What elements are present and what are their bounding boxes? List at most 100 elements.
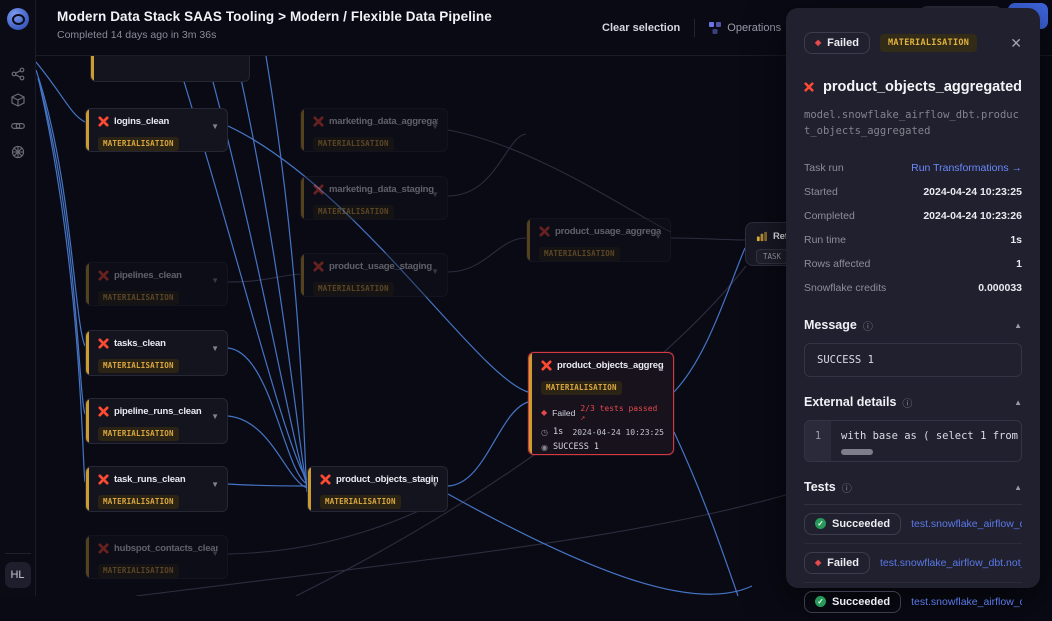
node-status-label: Failed [552,408,576,418]
pipelines-graph-icon[interactable] [10,66,26,82]
dbt-icon [98,338,109,349]
meta-value: 0.000033 [978,281,1022,294]
chevron-down-icon[interactable]: ▼ [211,344,219,353]
info-icon[interactable]: ⓘ [902,398,913,410]
test-link[interactable]: test.snowflake_airflow_dbt.not_null_pr [911,595,1022,608]
tests-passed-link[interactable]: 2/3 tests passed ↗ [580,404,658,422]
task-run-link[interactable]: Run Transformations → [911,161,1022,174]
meta-value: 1 [1016,257,1022,270]
test-status-badge: ✓ Succeeded [804,512,902,535]
horizontal-scrollbar[interactable] [841,448,873,455]
info-icon[interactable]: ⓘ [841,483,852,495]
tests-heading: Tests [804,480,836,495]
chevron-down-icon[interactable]: ▼ [211,549,219,558]
node-badge-row: MATERIALISATION [301,274,447,296]
node-accent-bar [91,56,94,81]
meta-label: Snowflake credits [804,281,887,294]
dag-node-marketing_data_staging[interactable]: marketing_data_staging ▼ MATERIALISATION [300,176,448,220]
chevron-down-icon[interactable]: ▼ [211,276,219,285]
materialisation-badge: MATERIALISATION [541,380,622,395]
clear-selection-button[interactable]: Clear selection [602,22,681,34]
meta-row: Snowflake credits 0.000033 [804,276,1022,300]
node-timestamp: 2024-04-24 10:23:25 [572,427,664,437]
chevron-down-icon[interactable]: ▼ [431,480,439,489]
dag-node-product_usage_aggregated[interactable]: product_usage_aggregated▼ MATERIALISATION [526,218,671,262]
dbt-icon [313,261,324,272]
materialisation-badge: MATERIALISATION [98,290,179,305]
cube-icon[interactable] [10,92,26,108]
collapse-icon[interactable]: ▲ [1014,397,1022,407]
chevron-down-icon[interactable]: ▼ [431,267,439,276]
dbt-icon [320,474,331,485]
dag-node-pipelines_clean[interactable]: pipelines_clean ▼ MATERIALISATION [85,262,228,306]
dag-node-tasks_clean[interactable]: tasks_clean ▼ MATERIALISATION [85,330,228,376]
page-header: Modern Data Stack SAAS Tooling > Modern … [36,0,1052,56]
node-message-row: ◉ SUCCESS 1 [529,439,673,454]
chevron-up-icon[interactable]: ▲ [657,364,665,373]
collapse-icon[interactable]: ▲ [1014,320,1022,330]
meta-value: 2024-04-24 10:23:26 [923,209,1022,222]
app-logo[interactable] [6,8,29,30]
close-icon[interactable]: ✕ [1010,34,1022,51]
chevron-down-icon[interactable]: ▼ [211,412,219,421]
dag-node-product_usage_staging[interactable]: product_usage_staging ▼ MATERIALISATION [300,253,448,297]
dbt-icon [539,226,550,237]
globe-icon[interactable] [10,144,26,160]
test-link[interactable]: test.snowflake_airflow_dbt.unique_pro [911,517,1022,530]
dag-node-logins_clean[interactable]: logins_clean ▼ MATERIALISATION [85,108,228,152]
avatar[interactable]: HL [4,562,31,588]
node-badge-row: MATERIALISATION [301,197,447,219]
external-details-section: External details ⓘ ▲ 1 with base as ( se… [804,395,1022,462]
node-accent-bar [86,536,89,578]
dag-canvas[interactable]: logins_clean ▼ MATERIALISATION marketing_da… [36,56,1052,596]
materialisation-badge: MATERIALISATION [320,494,401,509]
link-icon[interactable] [10,118,26,134]
node-badge-row: MATERIALISATION [86,419,227,443]
dbt-icon [98,270,109,281]
info-icon[interactable]: ⓘ [862,321,873,333]
node-badge-row: MATERIALISATION [86,556,227,578]
dag-node-hubspot_contacts_clean[interactable]: hubspot_contacts_clean ▼ MATERIALISATION [85,535,228,579]
meta-row: Completed 2024-04-24 10:23:26 [804,204,1022,228]
node-badge-row: MATERIALISATION [308,487,447,511]
chevron-down-icon[interactable]: ▼ [211,480,219,489]
node-accent-bar [301,177,304,219]
dbt-icon [804,82,814,92]
node-label: hubspot_contacts_clean [114,543,218,554]
node-title-row: task_runs_clean ▼ [86,467,227,489]
materialisation-badge: MATERIALISATION [879,34,978,52]
node-badge-row: MATERIALISATION [86,351,227,375]
node-accent-bar [86,467,89,511]
chevron-down-icon[interactable]: ▼ [431,122,439,131]
meta-label: Task run [804,161,844,174]
node-accent-bar [308,467,311,511]
test-status-badge: ✓ Succeeded [804,590,902,613]
test-link[interactable]: test.snowflake_airflow_dbt.not_null_pr [879,556,1022,569]
tests-list: ✓Succeeded test.snowflake_airflow_dbt.uni… [804,505,1022,621]
breadcrumb[interactable]: Modern Data Stack SAAS Tooling > Modern … [57,9,492,24]
operations-label: Operations [727,22,782,34]
node-accent-bar [301,254,304,296]
node-accent-bar [86,263,89,305]
node-title-row: tasks_clean ▼ [86,331,227,353]
node-runtime-row: ◷ 1s 2024-04-24 10:23:25 [529,424,673,439]
node-label: tasks_clean [114,338,166,349]
dag-node-partial_top[interactable] [90,56,250,82]
dag-node-marketing_data_aggregated[interactable]: marketing_data_aggregated▼ MATERIALISATIO… [300,108,448,152]
dag-node-pipeline_runs_clean[interactable]: pipeline_runs_clean ▼ MATERIALISATION [85,398,228,444]
message-section: Message ⓘ ▲ SUCCESS 1 [804,318,1022,377]
node-label: Refre [773,231,797,242]
meta-row: Rows affected 1 [804,252,1022,276]
node-runtime: 1s [552,427,564,437]
chevron-down-icon[interactable]: ▼ [211,122,219,131]
tests-section: Tests ⓘ ▲ ✓ Succeeded test.snowflake_airfl… [804,480,1022,621]
chevron-down-icon[interactable]: ▼ [654,232,662,241]
chevron-down-icon[interactable]: ▼ [431,190,439,199]
test-row: ✓Succeeded test.snowflake_airflow_dbt.not… [804,581,1022,621]
node-accent-bar [529,353,532,454]
dag-node-product_objects_aggregated[interactable]: product_objects_aggregated▲ MATERIALISATI… [528,352,674,455]
collapse-icon[interactable]: ▲ [1014,482,1022,492]
model-path: model.snowflake_airflow_dbt.product_obje… [804,109,1019,138]
dag-node-task_runs_clean[interactable]: task_runs_clean ▼ MATERIALISATION [85,466,228,512]
dag-node-product_objects_staging[interactable]: product_objects_staging ▼ MATERIALISATION [307,466,448,512]
